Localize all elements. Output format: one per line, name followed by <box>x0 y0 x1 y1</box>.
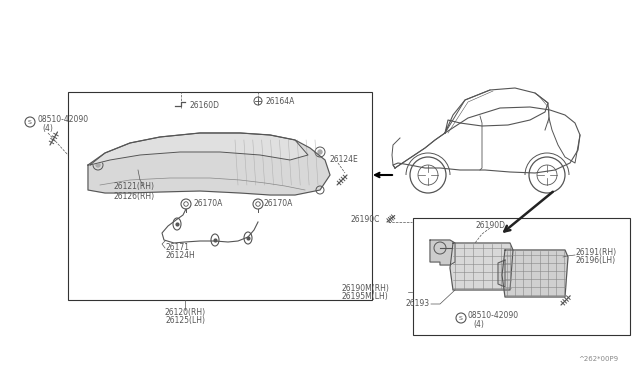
Polygon shape <box>498 260 505 287</box>
Text: S: S <box>459 315 463 321</box>
Bar <box>413 218 630 335</box>
Text: 26124H: 26124H <box>166 250 196 260</box>
Text: 08510-42090: 08510-42090 <box>37 115 88 125</box>
Text: 26126(RH): 26126(RH) <box>113 192 154 201</box>
Text: 26191(RH): 26191(RH) <box>576 247 617 257</box>
Circle shape <box>96 163 100 167</box>
Circle shape <box>434 242 446 254</box>
Text: (4): (4) <box>473 320 484 328</box>
Polygon shape <box>90 133 308 165</box>
Text: 26164A: 26164A <box>266 97 296 106</box>
Polygon shape <box>430 240 455 265</box>
Text: 26170A: 26170A <box>264 199 293 208</box>
Text: 26195M(LH): 26195M(LH) <box>342 292 388 301</box>
Text: 26160D: 26160D <box>189 100 219 109</box>
Text: (4): (4) <box>42 124 53 132</box>
Polygon shape <box>450 243 513 290</box>
Text: 26190C: 26190C <box>351 215 380 224</box>
Text: 26170A: 26170A <box>194 199 223 208</box>
Text: ^262*00P9: ^262*00P9 <box>578 356 618 362</box>
Text: S: S <box>28 119 32 125</box>
Bar <box>68 92 372 300</box>
Text: 26171: 26171 <box>166 243 190 251</box>
Text: 26125(LH): 26125(LH) <box>165 317 205 326</box>
Text: 08510-42090: 08510-42090 <box>468 311 519 321</box>
Polygon shape <box>502 250 568 297</box>
Text: 26124E: 26124E <box>330 155 359 164</box>
Text: 26120(RH): 26120(RH) <box>164 308 205 317</box>
Text: 26196(LH): 26196(LH) <box>576 256 616 264</box>
Circle shape <box>318 150 322 154</box>
Text: 26193: 26193 <box>406 299 430 308</box>
Polygon shape <box>88 133 330 195</box>
Text: 26190D: 26190D <box>475 221 505 231</box>
Text: 26121(RH): 26121(RH) <box>113 183 154 192</box>
Text: 26190M(RH): 26190M(RH) <box>342 283 390 292</box>
